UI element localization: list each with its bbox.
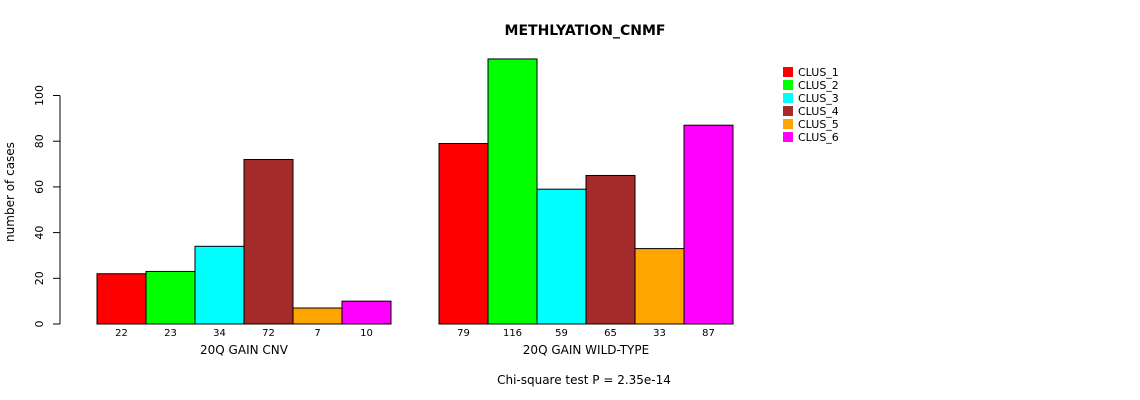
count-label: 65 <box>604 328 617 339</box>
group-label: 20Q GAIN CNV <box>200 343 289 357</box>
bar-cnv-clus-4 <box>243 158 294 325</box>
bar-cnv-clus-1 <box>96 273 147 325</box>
bar-cnv-clus-2 <box>145 270 196 325</box>
count-label: 116 <box>503 328 522 339</box>
y-axis: 0 20 40 60 80 100 <box>33 85 61 328</box>
y-tick-label: 0 <box>33 321 46 328</box>
legend-swatch <box>783 67 793 77</box>
legend-swatch <box>783 106 793 116</box>
y-tick-label: 40 <box>33 226 46 240</box>
y-tick-label: 20 <box>33 271 46 285</box>
count-label: 59 <box>555 328 568 339</box>
bar-wild-type-clus-3 <box>536 188 587 325</box>
bar-wild-type-clus-1 <box>438 142 489 325</box>
count-label: 72 <box>262 328 275 339</box>
bar-wild-type-clus-5 <box>634 248 685 325</box>
legend-label: CLUS_4 <box>798 105 839 118</box>
legend-swatch <box>783 119 793 129</box>
bar-groups: 22 23 34 72 7 10 20Q GAIN CNV 79 116 59 65 33 87 20Q … <box>96 58 734 357</box>
legend-swatch <box>783 80 793 90</box>
chi-square-note: Chi-square test P = 2.35e-14 <box>497 373 671 387</box>
y-tick-label: 80 <box>33 134 46 148</box>
y-tick-label: 60 <box>33 180 46 194</box>
legend-label: CLUS_6 <box>798 131 839 144</box>
legend-swatch <box>783 132 793 142</box>
legend-label: CLUS_3 <box>798 92 839 105</box>
legend-label: CLUS_2 <box>798 79 839 92</box>
legend-label: CLUS_5 <box>798 118 839 131</box>
count-label: 34 <box>213 328 226 339</box>
chart-title: METHLYATION_CNMF <box>505 23 666 39</box>
count-label: 33 <box>653 328 666 339</box>
legend-swatch <box>783 93 793 103</box>
bar-wild-type-clus-4 <box>585 174 636 325</box>
bar-wild-type-clus-6 <box>683 124 734 325</box>
count-label: 7 <box>314 328 320 339</box>
y-axis-label: number of cases <box>3 142 17 242</box>
legend-label: CLUS_1 <box>798 66 839 79</box>
count-label: 79 <box>457 328 470 339</box>
bar-cnv-clus-3 <box>194 245 245 325</box>
bar-wild-type-clus-2 <box>487 58 538 325</box>
count-label: 10 <box>360 328 373 339</box>
count-label: 23 <box>164 328 177 339</box>
bar-cnv-clus-5 <box>292 307 343 325</box>
count-label: 22 <box>115 328 128 339</box>
group-label: 20Q GAIN WILD-TYPE <box>523 343 649 357</box>
y-tick-label: 100 <box>33 85 46 106</box>
count-label: 87 <box>702 328 715 339</box>
bar-cnv-clus-6 <box>341 300 392 325</box>
